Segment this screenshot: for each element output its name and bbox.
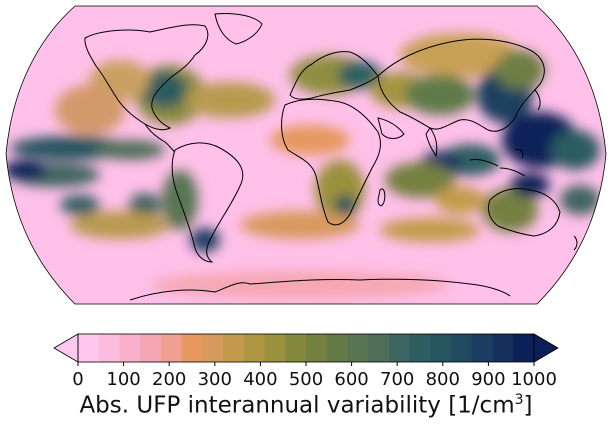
colorbar-segment bbox=[119, 334, 141, 362]
colorbar-tick-label: 1000 bbox=[511, 369, 557, 390]
colorbar-tick-label: 600 bbox=[334, 369, 368, 390]
colorbar-tick-label: 0 bbox=[72, 369, 83, 390]
madagascar-coast bbox=[377, 188, 386, 207]
colorbar-tick-label: 500 bbox=[289, 369, 323, 390]
colorbar-segment bbox=[368, 334, 390, 362]
asia-coast bbox=[377, 38, 545, 132]
australia-coast bbox=[487, 187, 561, 237]
japan-coast bbox=[534, 89, 541, 111]
world-map bbox=[5, 5, 607, 305]
map-frame bbox=[5, 5, 607, 305]
colorbar-tick-label: 700 bbox=[380, 369, 414, 390]
colorbar-segment bbox=[306, 334, 328, 362]
new-zealand-coast bbox=[573, 235, 578, 251]
arabia-coast bbox=[377, 117, 405, 139]
colorbar-tick-label: 900 bbox=[471, 369, 505, 390]
colorbar-segment bbox=[409, 334, 431, 362]
colorbar-segment bbox=[347, 334, 369, 362]
north-america-coast bbox=[84, 24, 209, 131]
greenland-coast bbox=[214, 13, 263, 45]
colorbar-tick-label: 300 bbox=[198, 369, 232, 390]
colorbar-segment bbox=[326, 334, 348, 362]
colorbar-segment bbox=[78, 334, 100, 362]
colorbar-tick-label: 100 bbox=[106, 369, 140, 390]
colorbar-segment bbox=[451, 334, 473, 362]
colorbar-segment bbox=[202, 334, 224, 362]
india-coast bbox=[425, 127, 438, 158]
central-america-coast bbox=[144, 123, 176, 153]
colorbar-segment bbox=[223, 334, 245, 362]
colorbar-ticks: 0 100 200 300 400 500 600 700 800 900 1000 bbox=[72, 362, 557, 390]
colorbar-segment bbox=[243, 334, 266, 362]
colorbar-tick-label: 800 bbox=[426, 369, 460, 390]
antarctica-coast bbox=[129, 278, 511, 301]
colorbar: 0 100 200 300 400 500 600 700 800 900 1000 bbox=[53, 333, 559, 390]
colorbar-segment bbox=[98, 334, 120, 362]
south-america-coast bbox=[171, 142, 244, 263]
africa-coast bbox=[281, 98, 381, 226]
colorbar-under-triangle bbox=[53, 333, 79, 363]
colorbar-segment bbox=[140, 334, 162, 362]
colorbar-tick-label: 400 bbox=[243, 369, 277, 390]
coastlines bbox=[84, 13, 578, 301]
colorbar-segment bbox=[471, 334, 494, 362]
colorbar-over-triangle bbox=[533, 333, 559, 363]
colorbar-label: Abs. UFP interannual variability [1/cm3] bbox=[79, 392, 533, 419]
colorbar-segment bbox=[264, 334, 286, 362]
indonesia-coast bbox=[469, 149, 526, 177]
colorbar-segment bbox=[492, 334, 514, 362]
colorbar-segment bbox=[388, 334, 411, 362]
colorbar-tick-label: 200 bbox=[152, 369, 186, 390]
colorbar-segment bbox=[285, 334, 307, 362]
colorbar-segment bbox=[181, 334, 203, 362]
colorbar-segment bbox=[430, 334, 452, 362]
colorbar-segment bbox=[513, 334, 535, 362]
variability-field bbox=[6, 33, 600, 299]
colorbar-segment bbox=[160, 334, 183, 362]
